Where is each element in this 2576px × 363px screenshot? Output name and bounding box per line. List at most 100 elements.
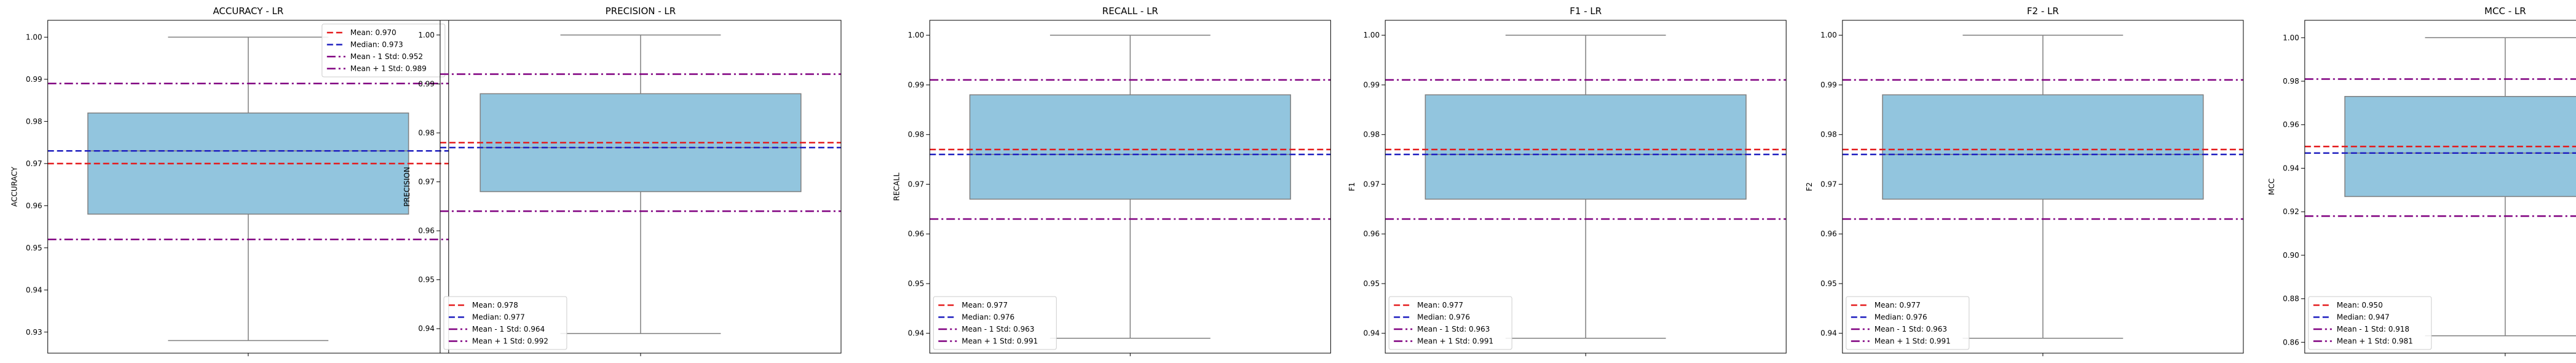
y-tick-label: 0.98: [418, 129, 435, 137]
legend-frame: [933, 296, 1057, 350]
y-tick-label: 0.97: [1820, 180, 1837, 188]
y-tick-label: 0.99: [418, 79, 435, 88]
y-tick-label: 0.95: [1363, 279, 1380, 288]
y-tick-label: 0.96: [1363, 229, 1380, 238]
subplot-title: PRECISION - LR: [606, 6, 676, 17]
y-axis-label: ACCURACY: [10, 166, 19, 207]
subplot-5: F2 - LR F2 0.94 0.95 0.96 0.97 0.98 0.99 1.00 Mea…: [1805, 6, 2244, 356]
y-tick-label: 0.94: [26, 285, 42, 294]
y-tick-label: 0.94: [2283, 164, 2299, 172]
y-tick-label: 0.99: [26, 75, 42, 84]
legend-entry: Mean + 1 Std: 0.991: [1875, 337, 1951, 346]
legend: Mean: 0.950 Median: 0.947 Mean - 1 Std: 0.…: [2308, 296, 2432, 350]
y-tick-label: 1.00: [908, 31, 925, 39]
y-tick-label: 0.96: [418, 226, 435, 235]
legend-entry: Mean + 1 Std: 0.981: [2337, 337, 2413, 346]
y-tick-label: 1.00: [1363, 31, 1380, 39]
legend-entry: Median: 0.976: [1417, 313, 1470, 322]
y-tick-label: 0.94: [1820, 329, 1837, 338]
y-tick-label: 0.86: [2283, 338, 2299, 346]
y-tick-label: 0.92: [2283, 207, 2299, 216]
legend: Mean: 0.977 Median: 0.976 Mean - 1 Std: 0.…: [1388, 296, 1512, 350]
y-tick-label: 0.99: [908, 81, 925, 89]
legend-entry: Mean: 0.970: [350, 28, 397, 37]
y-tick-label: 1.00: [26, 33, 42, 41]
y-tick-label: 0.94: [418, 324, 435, 333]
y-tick-label: 0.88: [2283, 295, 2299, 303]
y-tick-label: 0.95: [418, 276, 435, 284]
subplot-title: F1 - LR: [1570, 6, 1602, 17]
legend-entry: Mean: 0.977: [1417, 301, 1463, 309]
y-tick-label: 0.99: [1820, 81, 1837, 89]
legend-entry: Mean - 1 Std: 0.963: [1875, 325, 1947, 333]
legend-entry: Mean + 1 Std: 0.992: [472, 337, 548, 346]
y-tick-label: 0.95: [1820, 279, 1837, 288]
legend-entry: Mean - 1 Std: 0.964: [472, 325, 545, 333]
subplot-6: MCC - LR MCC 0.86 0.88 0.90 0.92 0.94 0.96 0.98 1…: [2267, 6, 2576, 356]
iqr-box: [969, 94, 1291, 200]
y-tick-label: 0.96: [908, 229, 925, 238]
y-tick-label: 0.96: [1820, 229, 1837, 238]
subplot-title: MCC - LR: [2484, 6, 2526, 17]
y-tick-label: 0.98: [908, 130, 925, 139]
legend-entry: Mean: 0.977: [962, 301, 1008, 309]
y-axis-label: PRECISION: [403, 167, 411, 207]
y-axis-label: F2: [1805, 182, 1814, 191]
y-tick-label: 1.00: [418, 31, 435, 39]
legend-entry: Median: 0.976: [962, 313, 1014, 322]
plot-frame: [1385, 20, 1787, 354]
legend-entry: Mean: 0.977: [1875, 301, 1921, 309]
legend-entry: Mean - 1 Std: 0.963: [962, 325, 1034, 333]
y-axis-label: F1: [1348, 182, 1356, 191]
y-tick-label: 0.97: [418, 178, 435, 186]
y-tick-label: 0.96: [2283, 121, 2299, 129]
legend-frame: [322, 23, 446, 78]
y-tick-label: 0.97: [26, 159, 42, 168]
y-tick-label: 0.95: [26, 244, 42, 252]
legend-entry: Median: 0.976: [1875, 313, 1927, 322]
y-tick-label: 0.93: [26, 328, 42, 337]
legend-entry: Mean + 1 Std: 0.989: [350, 65, 427, 73]
y-tick-label: 0.98: [1363, 130, 1380, 139]
y-tick-label: 0.94: [908, 329, 925, 338]
y-tick-label: 0.98: [2283, 77, 2299, 86]
y-tick-label: 0.90: [2283, 251, 2299, 260]
legend: Mean: 0.977 Median: 0.976 Mean - 1 Std: 0.…: [1846, 296, 1970, 350]
y-tick-label: 1.00: [2283, 33, 2299, 42]
legend-entry: Mean + 1 Std: 0.991: [1417, 337, 1493, 346]
legend-entry: Mean - 1 Std: 0.963: [1417, 325, 1490, 333]
legend-frame: [1388, 296, 1512, 350]
y-axis-label: RECALL: [892, 172, 901, 201]
subplot-title: ACCURACY - LR: [213, 6, 283, 17]
legend-entry: Median: 0.973: [350, 41, 403, 49]
legend: Mean: 0.978 Median: 0.977 Mean - 1 Std: 0.…: [443, 296, 567, 350]
plot-frame: [2304, 20, 2576, 354]
legend-entry: Mean: 0.978: [472, 301, 518, 309]
legend-frame: [443, 296, 567, 350]
subplot-2: PRECISION - LR PRECISION 0.94 0.95 0.96 0.97 0…: [403, 6, 842, 356]
iqr-box: [1882, 94, 2204, 200]
y-tick-label: 0.98: [1820, 130, 1837, 139]
legend-entry: Median: 0.947: [2337, 313, 2390, 322]
legend: Mean: 0.970 Median: 0.973 Mean - 1 Std: 0.…: [322, 23, 446, 78]
y-tick-label: 0.98: [26, 117, 42, 126]
y-tick-label: 1.00: [1820, 31, 1837, 39]
legend-entry: Mean - 1 Std: 0.918: [2337, 325, 2409, 333]
y-tick-label: 0.97: [908, 180, 925, 188]
legend-frame: [1846, 296, 1970, 350]
y-tick-label: 0.99: [1363, 81, 1380, 89]
legend-entry: Mean + 1 Std: 0.991: [962, 337, 1038, 346]
plot-frame: [47, 20, 449, 354]
plot-frame: [929, 20, 1331, 354]
plot-frame: [440, 20, 842, 354]
plot-frame: [1842, 20, 2244, 354]
y-tick-label: 0.95: [908, 279, 925, 288]
legend: Mean: 0.977 Median: 0.976 Mean - 1 Std: 0.…: [933, 296, 1057, 350]
y-tick-label: 0.96: [26, 201, 42, 210]
y-tick-label: 0.94: [1363, 329, 1380, 338]
legend-entry: Mean - 1 Std: 0.952: [350, 52, 423, 61]
subplot-1: ACCURACY - LR ACCURACY 0.93 0.94 0.95 0.96 0.9…: [10, 6, 449, 356]
y-axis-label: MCC: [2267, 178, 2276, 195]
y-tick-label: 0.97: [1363, 180, 1380, 188]
